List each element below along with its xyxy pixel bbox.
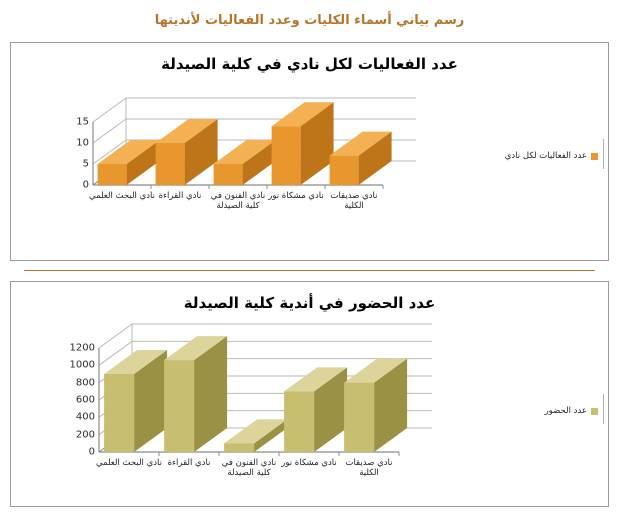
- bar-top-face: [213, 140, 276, 164]
- chart-canvas: [98, 323, 432, 456]
- bar-top-face: [284, 367, 348, 392]
- bar-side-face: [314, 367, 348, 452]
- x-axis-category-label: نادي صديقات الكلية: [345, 458, 393, 478]
- bar-side-face: [300, 102, 334, 185]
- bar-front-face: [155, 143, 185, 185]
- chart-canvas: [92, 97, 416, 189]
- bar-side-face: [134, 350, 168, 452]
- chart-title-attendance: عدد الحضور في أندية كلية الصيدلة: [183, 294, 436, 312]
- chart-legend-attendance: عدد الحضور: [545, 406, 598, 416]
- bar-front-face: [329, 155, 359, 185]
- bar-front-face: [164, 360, 195, 452]
- bar-top-face: [329, 131, 392, 156]
- page-header: رسم بياني أسماء الكليات وعدد الفعاليات ل…: [0, 0, 619, 28]
- x-axis-category-label: نادي البحث العلمي: [95, 458, 162, 468]
- legend-swatch-icon: [591, 407, 598, 415]
- bar-side-face: [374, 358, 408, 452]
- chart-panel-events: عدد الفعاليات لكل نادي في كلية الصيدلة 0…: [10, 42, 609, 261]
- chart-plot-events: 0 5 10 15 نادي البحث العلمي نادي القراءة نادي …: [11, 43, 608, 260]
- y-axis-tick-label: 0: [88, 446, 95, 458]
- y-axis-tick-label: 15: [76, 116, 89, 128]
- page-header-text: رسم بياني أسماء الكليات وعدد الفعاليات ل…: [154, 13, 465, 28]
- legend-label-attendance: عدد الحضور: [544, 406, 587, 416]
- bar-front-face: [104, 374, 135, 452]
- legend-label-events: عدد الفعاليات لكل نادي: [504, 151, 587, 161]
- x-axis-category-label: نادي القراءة: [167, 458, 211, 468]
- bar-front-face: [97, 164, 127, 185]
- y-axis-tick-label: 200: [75, 429, 95, 441]
- bar-side-face: [254, 419, 288, 452]
- x-axis-category-label: نادي مشكاة نور: [268, 191, 324, 201]
- x-axis-category-label: نادي صديقات الكلية: [330, 191, 378, 211]
- y-axis-tick-label: 10: [76, 137, 89, 149]
- chart-plot-attendance: 0 200 400 600 800 1000 1200 نادي البحث العلمي نا…: [11, 282, 608, 506]
- bar-top-face: [164, 336, 228, 361]
- grid-depth-line: [92, 118, 127, 144]
- bar-top-face: [155, 119, 218, 143]
- bar-side-face: [184, 119, 218, 185]
- chart-title-events: عدد الفعاليات لكل نادي في كلية الصيدلة: [161, 55, 458, 73]
- section-divider: [24, 270, 595, 271]
- y-axis-tick-label: 1200: [69, 342, 95, 354]
- legend-swatch-icon: [591, 152, 598, 160]
- chart-legend-events: عدد الفعاليات لكل نادي: [505, 151, 598, 161]
- bar-front-face: [284, 391, 315, 452]
- chart-panel-attendance: عدد الحضور في أندية كلية الصيدلة 0 200 400…: [10, 281, 609, 507]
- grid-depth-line: [98, 323, 133, 349]
- grid-depth-line: [98, 340, 133, 366]
- legend-separator: [603, 139, 604, 169]
- legend-separator: [603, 394, 604, 424]
- x-axis-category-label: نادي الفنون في كلية الصيدلة: [210, 191, 266, 211]
- y-axis-tick-label: 600: [75, 394, 95, 406]
- bar-top-face: [97, 140, 160, 164]
- bar-side-face: [242, 140, 276, 185]
- bar-front-face: [344, 382, 375, 452]
- bar-side-face: [126, 140, 160, 185]
- bar-side-face: [358, 131, 392, 185]
- bar-top-face: [104, 350, 168, 374]
- bar-top-face: [271, 102, 334, 127]
- bar-top-face: [344, 358, 408, 383]
- x-axis-category-label: نادي مشكاة نور: [281, 458, 337, 468]
- x-axis-category-label: نادي الفنون في كلية الصيدلة: [221, 458, 277, 478]
- bar-front-face: [224, 443, 255, 452]
- x-axis-category-label: نادي البحث العلمي: [88, 191, 155, 201]
- grid-depth-line: [92, 139, 127, 165]
- x-axis-category-label: نادي القراءة: [158, 191, 202, 201]
- bar-top-face: [224, 419, 288, 444]
- y-axis-tick-label: 400: [75, 411, 95, 423]
- y-axis-tick-label: 800: [75, 377, 95, 389]
- grid-depth-line: [92, 97, 127, 123]
- y-axis-tick-label: 1000: [69, 359, 95, 371]
- bar-front-face: [213, 164, 243, 185]
- y-axis-tick-label: 5: [82, 158, 89, 170]
- bar-side-face: [194, 336, 228, 452]
- bar-front-face: [271, 126, 301, 185]
- y-axis-tick-label: 0: [82, 179, 89, 191]
